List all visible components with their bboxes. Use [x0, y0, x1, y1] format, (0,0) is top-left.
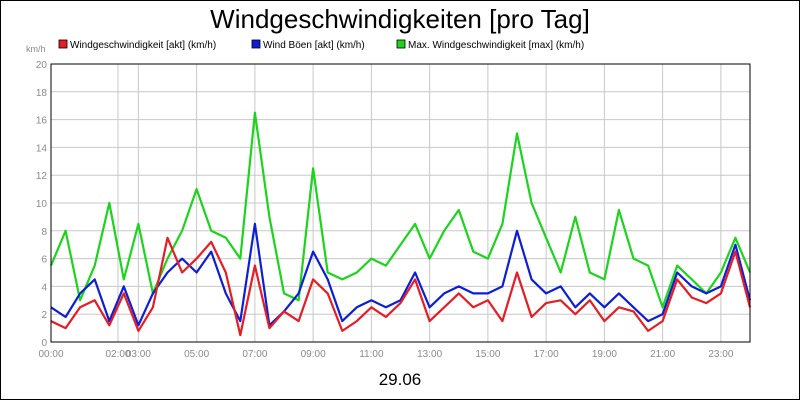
x-tick-label: 15:00 — [475, 349, 500, 360]
legend-swatch — [396, 39, 406, 49]
series-line-0 — [50, 236, 752, 337]
chart-title: Windgeschwindigkeiten [pro Tag] — [210, 4, 590, 34]
y-tick-label: 20 — [36, 60, 48, 71]
legend: Windgeschwindigkeit [akt] (km/h) Wind Böe… — [58, 39, 584, 51]
y-unit-label: km/h — [26, 44, 46, 54]
series-line-2 — [49, 111, 752, 309]
x-tick-label: 00:00 — [38, 349, 63, 360]
x-tick-label: 07:00 — [242, 349, 267, 360]
y-tick-label: 8 — [41, 227, 47, 238]
series-line-1 — [50, 222, 752, 327]
y-axis: 0 2 4 6 8 10 12 14 16 18 20 — [36, 60, 48, 349]
x-tick-label: 13:00 — [417, 349, 442, 360]
date-label: 29.06 — [379, 370, 422, 389]
x-tick-label: 09:00 — [301, 349, 326, 360]
x-tick-label: 11:00 — [359, 349, 384, 360]
y-tick-label: 6 — [41, 255, 47, 266]
y-tick-label: 14 — [36, 143, 48, 154]
legend-label: Windgeschwindigkeit [akt] (km/h) — [70, 40, 216, 51]
x-tick-label: 05:00 — [184, 349, 209, 360]
x-tick-label: 17:00 — [534, 349, 559, 360]
legend-label: Wind Böen [akt] (km/h) — [263, 40, 365, 51]
x-tick-label: 23:00 — [708, 349, 733, 360]
y-tick-label: 0 — [41, 338, 47, 349]
legend-swatch — [58, 39, 68, 49]
y-tick-label: 2 — [41, 310, 47, 321]
x-tick-label: 02:00 — [105, 349, 130, 360]
legend-swatch — [251, 39, 261, 49]
x-tick-label: 21:00 — [650, 349, 675, 360]
x-tick-label: 03:00 — [126, 349, 151, 360]
y-tick-label: 12 — [36, 171, 48, 182]
legend-label: Max. Windgeschwindigkeit [max] (km/h) — [408, 40, 584, 51]
y-tick-label: 18 — [36, 88, 48, 99]
x-tick-label: 19:00 — [592, 349, 617, 360]
plot-border — [50, 63, 751, 343]
y-tick-label: 4 — [41, 282, 47, 293]
y-tick-label: 16 — [36, 116, 48, 127]
series-layer — [49, 111, 752, 337]
y-tick-label: 10 — [36, 199, 48, 210]
